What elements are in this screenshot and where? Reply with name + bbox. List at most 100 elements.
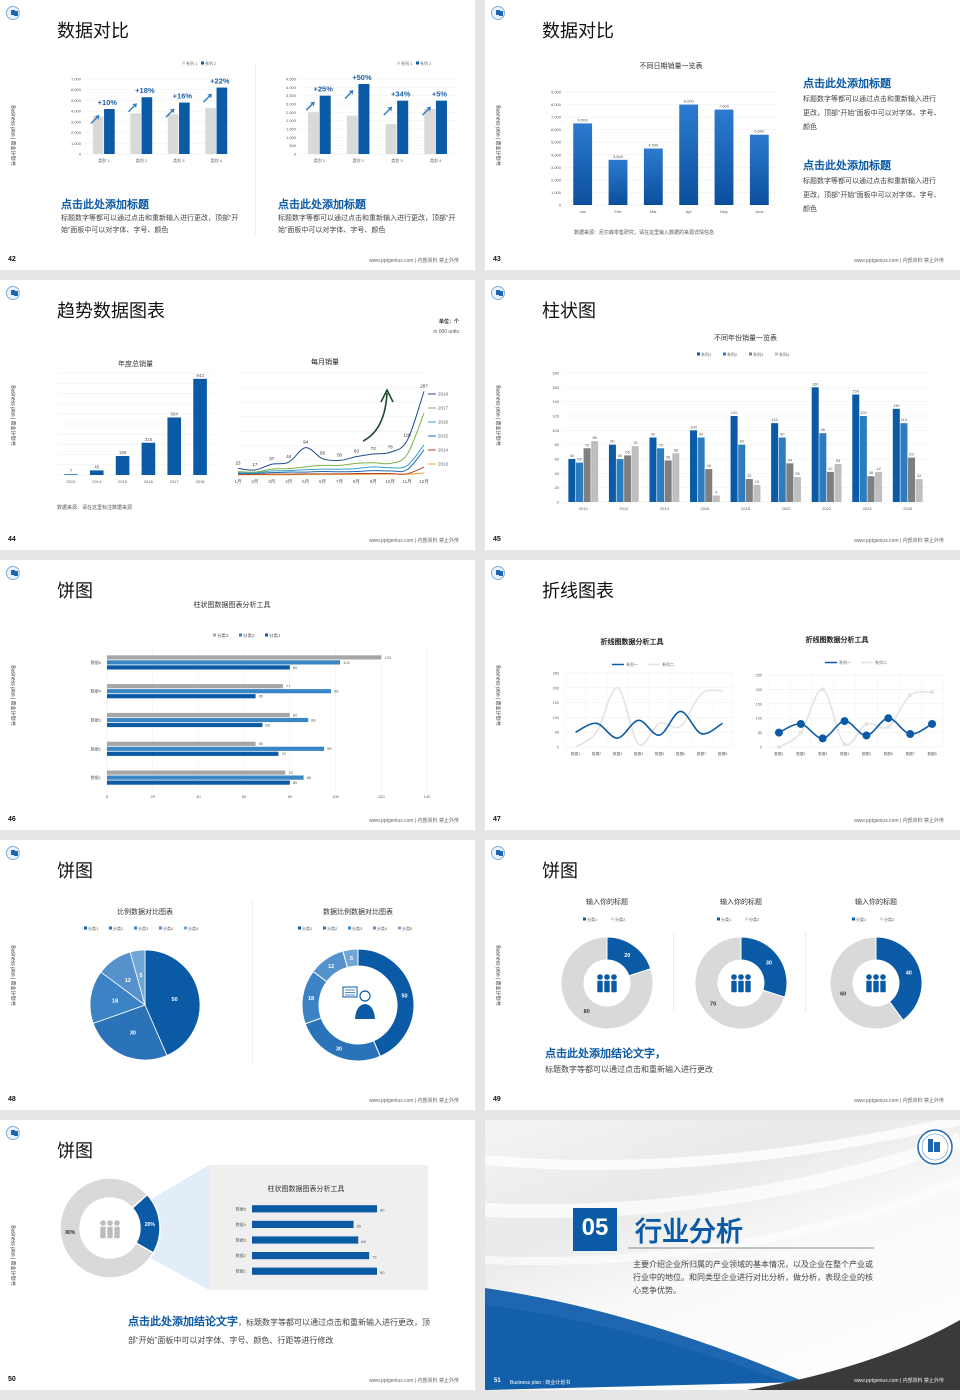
footer: www.pptgenius.com | 内部资料 禁止外传 xyxy=(369,258,459,264)
legend-label: 系列3 xyxy=(753,351,764,357)
x-tick-label: 2020 xyxy=(782,506,792,511)
bar xyxy=(385,124,397,154)
y-tick-label: 150 xyxy=(756,702,762,706)
bar xyxy=(730,416,738,502)
dark-wave xyxy=(747,1320,960,1390)
callout-wedge xyxy=(150,1165,209,1290)
slice xyxy=(740,936,788,998)
y-tick-label: 250 xyxy=(553,672,559,676)
x-tick-label: 100 xyxy=(332,794,339,799)
x-tick-label: Apr xyxy=(686,209,693,214)
page-number: 43 xyxy=(493,256,501,263)
legend-label: 系列 1 xyxy=(401,60,413,66)
data-label: 45 xyxy=(94,464,100,469)
person-head xyxy=(611,974,617,980)
bar xyxy=(697,437,705,502)
x-tick-label: 类别 1 xyxy=(314,157,326,163)
slide-46[interactable]: 饼图 Business plan | 商业计划书 46 www.pptgeniu… xyxy=(0,560,475,830)
bar xyxy=(107,751,279,756)
legend-swatch xyxy=(852,917,855,921)
data-point xyxy=(820,687,825,692)
bar xyxy=(424,109,436,154)
slide-50[interactable]: 饼图 Business plan | 商业计划书 点击此处添加结论文字，标题数字… xyxy=(0,1120,475,1390)
legend-label: 系列2 xyxy=(727,351,738,357)
annotation-label: +25% xyxy=(313,85,333,94)
slide-51[interactable]: 05 行业分析 主要介绍企业所归属的产业领域的基本情况，以及企业在整个产业或行业… xyxy=(485,1120,960,1390)
data-point xyxy=(886,724,891,729)
data-point xyxy=(862,731,871,740)
legend-swatch xyxy=(159,926,162,930)
bar xyxy=(875,471,883,502)
growth-arrow-icon xyxy=(305,101,315,111)
slice-label: 5 xyxy=(139,973,142,979)
annotation-label: +34% xyxy=(391,90,411,99)
y-tick-label: 80 xyxy=(555,442,560,447)
legend-swatch xyxy=(323,926,326,930)
bar xyxy=(308,112,320,154)
section-number: 05 xyxy=(581,1214,609,1241)
y-tick-label: 4,500 xyxy=(286,77,297,82)
bar xyxy=(107,712,290,718)
x-tick-label: 数据3 xyxy=(818,751,827,756)
data-label: 96 xyxy=(821,427,826,432)
y-category-label: 数据4 xyxy=(91,688,102,694)
slice-label: 12 xyxy=(125,978,131,984)
person-head xyxy=(107,1220,113,1226)
slice-label: 50 xyxy=(401,993,407,999)
x-tick-label: 2024 xyxy=(863,506,873,511)
slide-47[interactable]: 折线图表 Business plan | 商业计划书 47 www.pptgen… xyxy=(485,560,960,830)
y-tick-label: 500 xyxy=(289,143,296,148)
person-body xyxy=(610,980,618,993)
slide-title: 数据对比 xyxy=(57,21,129,42)
bar xyxy=(624,455,632,502)
y-tick-label: 0 xyxy=(79,152,82,157)
legend-label: 分类3 xyxy=(217,632,229,639)
page-number: 46 xyxy=(8,816,16,823)
slice-label: 12 xyxy=(328,964,334,970)
bar xyxy=(892,408,900,502)
legend-label: 分类2 xyxy=(327,925,338,931)
data-label: 80 xyxy=(380,1270,385,1275)
footer-left: Business plan : 商业计划书 xyxy=(510,1380,571,1386)
x-tick-label: 7月 xyxy=(336,479,343,485)
y-tick-label: 20 xyxy=(555,485,560,490)
people-icon xyxy=(99,1220,121,1239)
series-line xyxy=(575,687,723,748)
legend-label: 分类5 xyxy=(402,925,413,931)
divider xyxy=(805,932,806,1012)
line-chart: 每月销量 1月 2月 3月 4月 5月 6月 7月 8月 9月 10月 11月 12月 23 17 37 44 9… xyxy=(234,357,448,485)
legend-label: 2015 xyxy=(438,434,449,439)
slide-44[interactable]: 趋势数据图表 Business plan | 商业计划书 单位：个 in 000… xyxy=(0,280,475,550)
y-tick-label: 140 xyxy=(552,399,559,404)
bar xyxy=(107,780,290,785)
slide-49[interactable]: 饼图 Business plan | 商业计划书 点击此处添加结论文字， 标题数… xyxy=(485,840,960,1110)
data-point xyxy=(776,745,781,749)
annotation-label: +5% xyxy=(432,90,448,99)
x-tick-label: Feb xyxy=(615,209,623,214)
slide-45[interactable]: 柱状图 Business plan | 商业计划书 45 www.pptgeni… xyxy=(485,280,960,550)
bar xyxy=(179,102,190,154)
page-number: 50 xyxy=(8,1376,16,1383)
x-tick-label: 类别 4 xyxy=(430,157,442,163)
bar xyxy=(859,416,867,502)
slide-48[interactable]: 饼图 Business plan | 商业计划书 48 www.pptgeniu… xyxy=(0,840,475,1110)
data-label: 75 xyxy=(658,442,663,447)
x-tick-label: 20 xyxy=(150,794,155,799)
y-tick-label: 40 xyxy=(555,471,560,476)
bar xyxy=(107,684,283,689)
chart-layer: 输入你的标题 20 80 分类1 分类2 输入你的标题 30 70 分类1 分类2 输入你的标题 40… xyxy=(560,897,923,1030)
bar xyxy=(397,100,409,154)
slide-42[interactable]: 数据对比 Business plan | 商业计划书 点击此处添加标题 标题数字… xyxy=(0,0,475,270)
data-label: 65 xyxy=(357,1223,362,1228)
data-point xyxy=(864,721,869,726)
legend-swatch xyxy=(697,352,700,356)
data-label: 120 xyxy=(384,655,391,660)
slide-title: 趋势数据图表 xyxy=(57,301,165,322)
slice-label: 5 xyxy=(350,956,353,962)
bar xyxy=(575,462,583,502)
data-label: 17 xyxy=(252,462,258,467)
slice-label: 80% xyxy=(65,1230,76,1236)
data-label: 75 xyxy=(281,751,286,756)
slide-43[interactable]: 数据对比 Business plan | 商业计划书 数据来源：尼尔森零售研究，… xyxy=(485,0,960,270)
x-tick-label: 2014 xyxy=(92,479,102,484)
